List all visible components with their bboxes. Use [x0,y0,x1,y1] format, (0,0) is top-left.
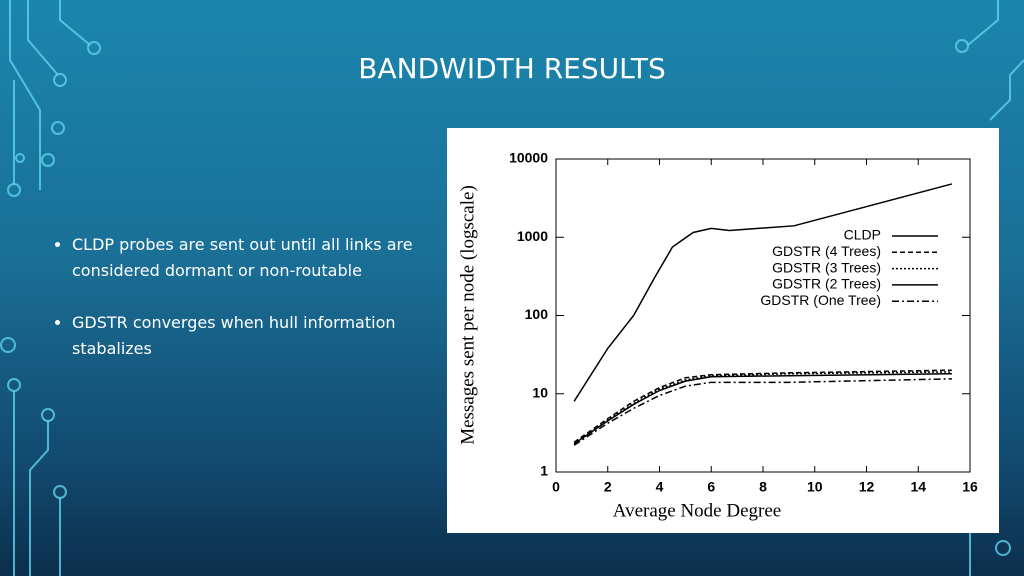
circuit-line [9,0,41,190]
bullet: GDSTR converges when hull information st… [72,310,422,362]
series-line [573,371,952,445]
circuit-node [7,183,21,197]
x-tick-label: 12 [859,479,875,495]
x-tick-label: 0 [552,479,560,495]
circuit-node [955,39,969,53]
slide-title: BANDWIDTH RESULTS [358,52,666,85]
x-tick-label: 2 [604,479,612,495]
circuit-line [27,0,59,76]
x-tick-label: 4 [656,479,664,495]
circuit-line [989,59,1024,121]
y-tick-label: 10000 [509,150,548,166]
plot-frame [555,158,971,473]
circuit-line [29,421,49,576]
bullet-list: CLDP probes are sent out until all links… [48,232,422,388]
circuit-node [41,153,55,167]
y-tick-label: 1 [540,463,548,479]
circuit-node [41,408,55,422]
circuit-node [7,378,21,392]
bullet: CLDP probes are sent out until all links… [72,232,422,284]
legend-label: GDSTR (3 Trees) [772,259,881,275]
circuit-node [15,153,25,163]
series-line [573,373,952,445]
legend-label: GDSTR (One Tree) [760,292,881,308]
circuit-line [59,0,91,46]
series-line [573,183,953,402]
legend-label: CLDP [844,227,881,243]
x-tick-label: 8 [759,479,767,495]
series-line [573,369,952,443]
legend-label: GDSTR (4 Trees) [772,243,881,259]
x-tick-label: 6 [707,479,715,495]
circuit-line [967,0,999,46]
circuit-node [0,337,16,353]
circuit-node [87,41,101,55]
circuit-node [51,121,65,135]
y-tick-label: 100 [525,306,549,322]
circuit-node [53,73,67,87]
y-axis-label: Messages sent per node (logscale) [457,185,478,445]
x-tick-label: 16 [962,479,978,495]
x-axis-label: Average Node Degree [613,500,781,521]
x-tick-label: 10 [807,479,823,495]
chart: Average Node Degree Messages sent per no… [447,128,999,533]
circuit-node [53,485,67,499]
series-line [573,378,952,446]
x-tick-label: 14 [910,479,926,495]
y-tick-label: 1000 [517,228,548,244]
y-tick-label: 10 [532,384,548,400]
legend-label: GDSTR (2 Trees) [772,276,881,292]
circuit-node [995,540,1011,556]
